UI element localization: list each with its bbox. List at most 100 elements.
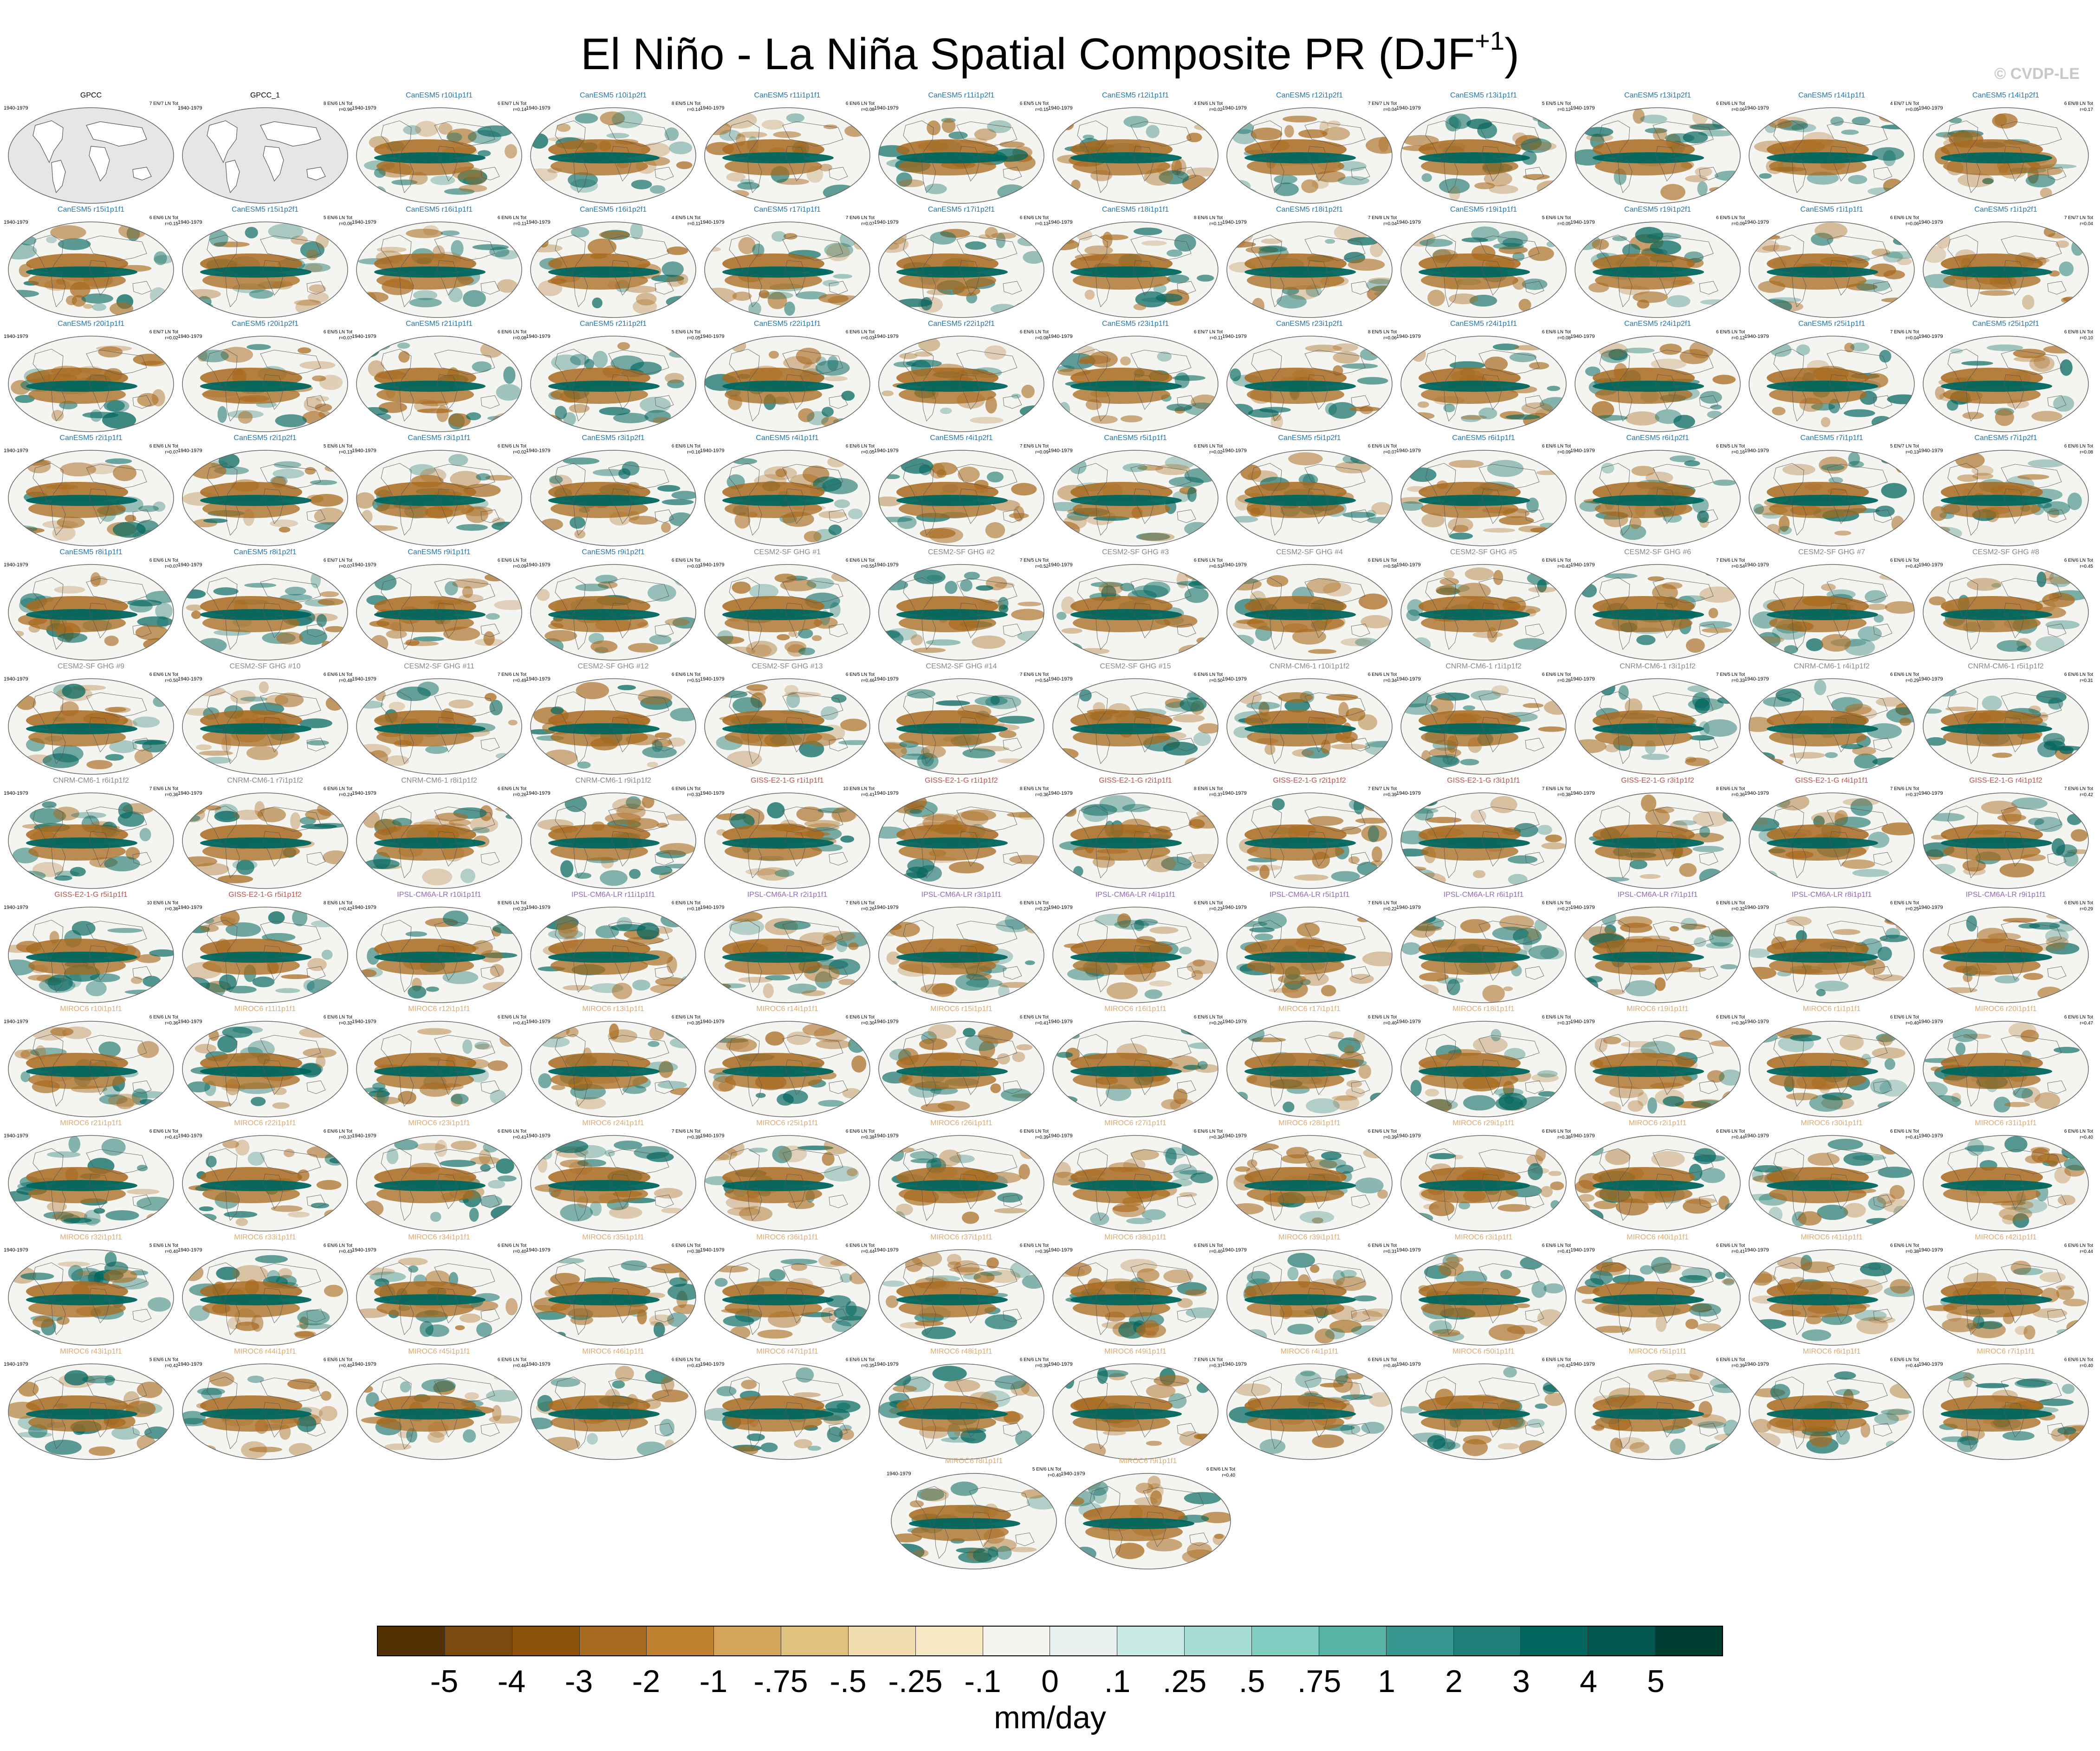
panel-title: CanESM5 r2i1p2f1 — [233, 434, 297, 442]
coastlines — [32, 1034, 152, 1107]
panel-event-count: 6 EN/6 LN Tot — [1890, 1129, 1919, 1134]
colorbar-swatch — [1655, 1627, 1722, 1655]
anomaly-field — [1227, 339, 1390, 429]
panel-event-count: 6 EN/6 LN Tot — [497, 1243, 526, 1248]
panel-years: 1940-1979 — [1570, 1019, 1595, 1025]
panel-years: 1940-1979 — [4, 105, 28, 111]
map-border — [1052, 564, 1219, 661]
precip-map — [1923, 792, 2089, 889]
panel-pattern-correlation: r=0.45 — [2080, 564, 2093, 569]
map-border — [1923, 221, 2089, 318]
panel-years: 1940-1979 — [1744, 1247, 1769, 1253]
precip-map — [704, 336, 870, 432]
colorbar-swatch — [1588, 1627, 1656, 1655]
map-panel: CanESM5 r1i1p1f1 1940-1979 6 EN/6 LN Tot r=… — [1744, 205, 1919, 318]
panel-pattern-correlation: r=0.15 — [1035, 107, 1049, 112]
panel-years: 1940-1979 — [1570, 1362, 1595, 1367]
anomaly-field — [1923, 227, 2086, 310]
panel-pattern-correlation: r=0.41 — [1906, 1135, 1919, 1140]
panel-title: MIROC6 r37i1p1f1 — [930, 1233, 992, 1241]
panel-event-count: 7 EN/6 LN Tot — [2064, 786, 2093, 791]
panel-event-count: 6 EN/6 LN Tot — [2064, 1129, 2093, 1134]
panel-title: CanESM5 r17i1p1f1 — [753, 206, 821, 214]
precip-map — [8, 792, 174, 889]
anomaly-field — [879, 227, 1044, 314]
panel-years: 1940-1979 — [352, 562, 376, 568]
coastlines — [1947, 463, 2067, 536]
panel-pattern-correlation: r=0.40 — [513, 1249, 526, 1254]
map-border — [8, 1021, 174, 1117]
panel-years: 1940-1979 — [526, 1133, 551, 1139]
anomaly-field — [1406, 567, 1556, 652]
panel-years: 1940-1979 — [1919, 1247, 1943, 1253]
panel-years: 1940-1979 — [1222, 905, 1247, 910]
panel-title: CanESM5 r24i1p2f1 — [1624, 320, 1692, 328]
panel-title: CNRM-CM6-1 r7i1p1f2 — [227, 777, 303, 785]
coastlines — [1251, 1034, 1370, 1107]
panel-years: 1940-1979 — [1048, 448, 1073, 454]
panel-event-count: 10 EN/6 LN Tot — [147, 901, 178, 906]
panel-event-count: 6 EN/6 LN Tot — [323, 1357, 352, 1362]
panel-title: MIROC6 r23i1p1f1 — [408, 1119, 470, 1127]
coastlines — [555, 1148, 674, 1221]
map-panel: CNRM-CM6-1 r4i1p1f2 1940-1979 6 EN/6 LN To… — [1744, 662, 1919, 775]
panel-years: 1940-1979 — [178, 1019, 202, 1025]
panel-pattern-correlation: r=0.13 — [1906, 450, 1919, 455]
map-panel: CESM2-SF GHG #5 1940-1979 6 EN/6 LN Tot r=0… — [1396, 548, 1571, 661]
map-border — [356, 1021, 522, 1117]
map-border — [1226, 1021, 1393, 1117]
map-panel: MIROC6 r19i1p1f1 1940-1979 6 EN/6 LN Tot r=… — [1570, 1005, 1745, 1118]
map-border — [704, 1021, 870, 1117]
map-border — [1400, 450, 1567, 546]
panel-pattern-correlation: r=0.40 — [1222, 1473, 1235, 1478]
map-panel: CanESM5 r23i1p2f1 1940-1979 8 EN/5 LN Tot r… — [1222, 319, 1397, 433]
coastlines — [32, 577, 152, 650]
precip-map — [182, 221, 348, 318]
map-border — [1052, 907, 1219, 1003]
precip-map — [1052, 1021, 1219, 1117]
anomaly-field — [1579, 455, 1736, 540]
coastlines — [1425, 463, 1544, 536]
coastlines — [903, 1148, 1022, 1221]
map-border — [356, 678, 522, 775]
panel-pattern-correlation: r=0.42 — [2080, 792, 2093, 798]
panel-years: 1940-1979 — [874, 905, 899, 910]
anomaly-field — [705, 111, 866, 201]
panel-pattern-correlation: r=0.32 — [1731, 907, 1745, 912]
panel-years: 1940-1979 — [178, 448, 202, 454]
panel-title: CanESM5 r7i1p1f1 — [1800, 434, 1863, 442]
panel-pattern-correlation: r=0.36 — [165, 1021, 178, 1026]
panel-years: 1940-1979 — [1744, 791, 1769, 796]
precip-map — [1575, 336, 1741, 432]
anomaly-field — [1401, 113, 1566, 201]
map-border — [1052, 678, 1219, 775]
panel-years: 1940-1979 — [1048, 1019, 1073, 1025]
panel-title: IPSL-CM6A-LR r5i1p1f1 — [1269, 891, 1350, 899]
panel-pattern-correlation: r=0.39 — [1035, 1135, 1049, 1140]
coastlines — [1425, 120, 1544, 193]
map-panel: CESM2-SF GHG #14 1940-1979 7 EN/6 LN Tot r=… — [874, 662, 1049, 775]
panel-title: IPSL-CM6A-LR r3i1p1f1 — [921, 891, 1002, 899]
precip-map — [1923, 336, 2089, 432]
anomaly-field — [1401, 681, 1566, 768]
precip-map — [530, 107, 696, 204]
precip-map — [356, 221, 522, 318]
panel-title: MIROC6 r29i1p1f1 — [1452, 1119, 1515, 1127]
panel-pattern-correlation: r=0.28 — [1557, 678, 1571, 683]
panel-years: 1940-1979 — [1570, 1247, 1595, 1253]
anomaly-field — [882, 912, 1043, 999]
panel-pattern-correlation: r=0.54 — [1731, 564, 1745, 569]
panel-pattern-correlation: r=0.40 — [1209, 1249, 1223, 1254]
map-panel: CESM2-SF GHG #4 1940-1979 6 EN/6 LN Tot r=0… — [1222, 548, 1397, 661]
panel-pattern-correlation: r=0.46 — [1383, 1363, 1397, 1368]
panel-years: 1940-1979 — [4, 448, 28, 454]
coastlines — [1251, 1262, 1370, 1335]
coastlines — [1599, 1148, 1718, 1221]
panel-years: 1940-1979 — [1919, 448, 1943, 454]
panel-years: 1940-1979 — [700, 1247, 725, 1253]
coastlines — [381, 349, 500, 422]
precip-map — [1400, 1249, 1567, 1346]
map-panel: MIROC6 r44i1p1f1 1940-1979 6 EN/6 LN Tot r=… — [178, 1347, 352, 1460]
panel-title: MIROC6 r44i1p1f1 — [234, 1348, 296, 1355]
map-panel: MIROC6 r25i1p1f1 1940-1979 6 EN/6 LN Tot r=… — [700, 1119, 875, 1232]
